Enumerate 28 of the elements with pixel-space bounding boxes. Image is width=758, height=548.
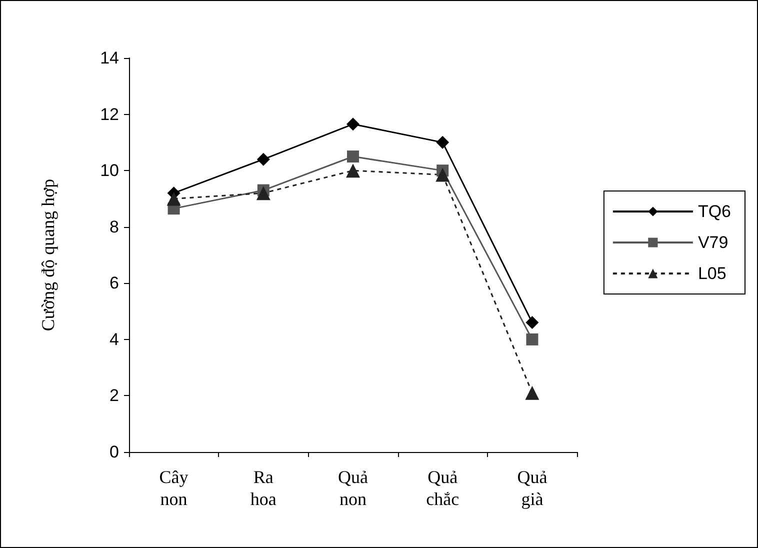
- y-tick-label: 12: [100, 104, 119, 124]
- x-tick-label: Quả già: [517, 467, 548, 509]
- point: [436, 136, 450, 149]
- point: [436, 168, 450, 182]
- y-tick-label: 8: [110, 217, 119, 236]
- x-tick-label: Quả non: [338, 467, 368, 509]
- legend-label: TQ6: [698, 202, 731, 221]
- x-tick-label: Cây non: [159, 467, 188, 509]
- y-tick-label: 6: [110, 274, 119, 293]
- point: [256, 152, 270, 166]
- y-tick-label: 0: [110, 442, 119, 462]
- point: [526, 333, 538, 346]
- legend-label: L05: [698, 264, 726, 283]
- y-tick-label: 2: [110, 386, 119, 406]
- y-tick-label: 14: [100, 48, 119, 68]
- y-axis-title: Cường độ quang hợp: [38, 178, 58, 332]
- y-tick-label: 4: [110, 330, 119, 349]
- x-tick-label: Quả chắc: [426, 467, 460, 509]
- point: [526, 316, 539, 330]
- legend-label: V79: [698, 233, 728, 252]
- point: [347, 150, 359, 162]
- point: [256, 186, 270, 200]
- x-tick-label: Ra hoa: [250, 467, 276, 509]
- point: [346, 118, 360, 131]
- y-tick-label: 10: [100, 161, 119, 180]
- point: [166, 192, 181, 206]
- point: [525, 386, 540, 400]
- point: [346, 164, 360, 178]
